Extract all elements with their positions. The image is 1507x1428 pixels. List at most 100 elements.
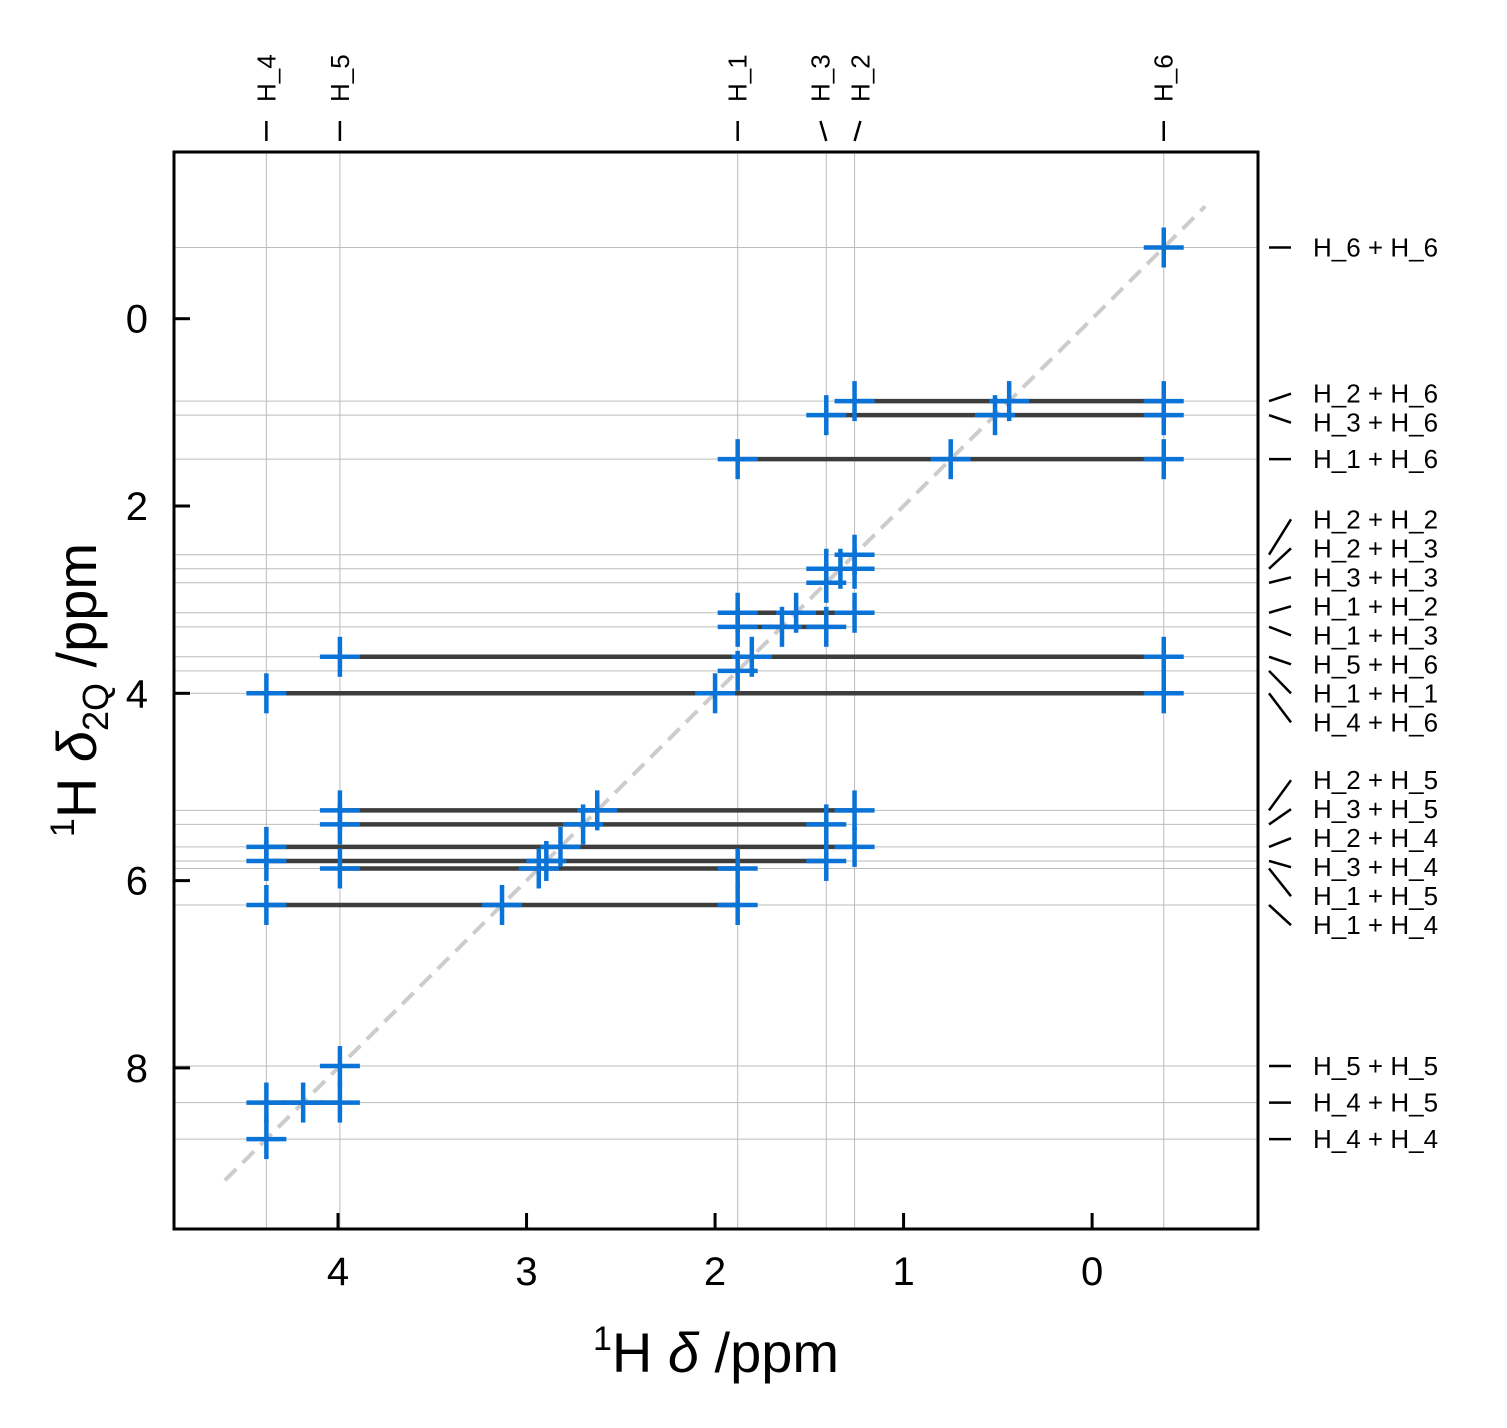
- marker-2-diag: [975, 395, 1016, 436]
- right-leader-9: [1268, 655, 1292, 666]
- marker-layer: [246, 227, 1184, 1160]
- marker-10-a: [717, 650, 758, 691]
- top-peak-label-h-3: H_3: [805, 54, 835, 102]
- marker-14-a: [834, 826, 875, 867]
- right-leader-7: [1268, 605, 1292, 614]
- marker-20-a: [246, 1119, 287, 1160]
- marker-13-b: [319, 804, 360, 845]
- right-pair-label-8: H_1 + H_3: [1313, 620, 1438, 650]
- right-leader-16: [1268, 867, 1292, 897]
- top-peak-label-h-1: H_1: [723, 54, 753, 102]
- top-leader-3: [819, 120, 828, 142]
- marker-11-b: [1143, 673, 1184, 714]
- y-axis-title-rest: /ppm: [45, 543, 108, 683]
- right-leader-2: [1268, 413, 1292, 424]
- marker-3-a: [717, 439, 758, 480]
- marker-16-a: [717, 848, 758, 889]
- marker-11-a: [246, 673, 287, 714]
- y-tick-label-3: 6: [126, 860, 148, 904]
- right-leader-14: [1268, 837, 1292, 849]
- right-pair-label-2: H_3 + H_6: [1313, 408, 1438, 438]
- right-leader-4: [1267, 518, 1293, 556]
- marker-3-b: [1143, 439, 1184, 480]
- right-leader-10: [1268, 669, 1292, 695]
- x-axis-title-main: H: [612, 1321, 668, 1384]
- y-axis-title: 1H δ2Q /ppm: [44, 543, 116, 837]
- marker-12-a: [834, 790, 875, 831]
- right-pair-label-11: H_4 + H_6: [1313, 707, 1438, 737]
- marker-17-a: [717, 884, 758, 925]
- right-pair-label-14: H_2 + H_4: [1313, 823, 1438, 853]
- top-peak-label-h-5: H_5: [325, 54, 355, 102]
- marker-17-diag: [482, 884, 523, 925]
- top-peak-label-layer: H_4 H_5 H_1 H_3 H_2 H_6: [251, 54, 1179, 142]
- y-axis-title-sub: 2Q: [75, 683, 116, 731]
- marker-19-a: [246, 1082, 287, 1123]
- right-pair-label-6: H_3 + H_3: [1313, 562, 1438, 592]
- marker-15-b: [246, 840, 287, 881]
- y-axis-title-sup: 1: [44, 818, 82, 837]
- marker-13-diag: [563, 804, 604, 845]
- right-pair-label-19: H_4 + H_5: [1313, 1088, 1438, 1118]
- x-axis-title-delta: δ: [668, 1321, 700, 1384]
- right-pair-label-5: H_2 + H_3: [1313, 533, 1438, 563]
- right-leader-15: [1268, 859, 1292, 869]
- marker-7-b: [834, 592, 875, 633]
- marker-19-b: [319, 1082, 360, 1123]
- tick-layer: 4 3 2 1 0 0 2 4 6 8: [126, 298, 1103, 1294]
- right-pair-label-17: H_1 + H_4: [1313, 910, 1438, 940]
- right-leader-12: [1267, 779, 1293, 812]
- right-pair-label-10: H_1 + H_1: [1313, 678, 1438, 708]
- marker-11-diag: [695, 673, 736, 714]
- marker-1-a: [834, 381, 875, 422]
- marker-8-b: [806, 606, 847, 647]
- marker-2-b: [1143, 395, 1184, 436]
- right-pair-label-7: H_1 + H_2: [1313, 591, 1438, 621]
- x-tick-label-4: 0: [1081, 1250, 1103, 1294]
- right-pair-label-layer: H_6 + H_6 H_2 + H_6H_3 + H_6 H_1 + H_6 H_2 …: [1267, 233, 1438, 1154]
- marker-2-a: [806, 395, 847, 436]
- y-tick-label-2: 4: [126, 672, 148, 716]
- right-pair-label-1: H_2 + H_6: [1313, 379, 1438, 409]
- x-tick-label-1: 3: [515, 1250, 537, 1294]
- y-tick-label-4: 8: [126, 1047, 148, 1091]
- marker-15-diag: [526, 840, 567, 881]
- x-tick-label-0: 4: [327, 1250, 349, 1294]
- marker-8-a: [717, 606, 758, 647]
- right-leader-17: [1268, 904, 1292, 927]
- right-pair-label-20: H_4 + H_4: [1313, 1124, 1438, 1154]
- right-pair-label-15: H_3 + H_4: [1313, 852, 1438, 882]
- y-tick-label-1: 2: [126, 485, 148, 529]
- marker-9-a: [319, 636, 360, 677]
- marker-19-diag: [283, 1082, 324, 1123]
- x-axis-title-sup: 1: [593, 1320, 612, 1358]
- y-tick-label-0: 0: [126, 298, 148, 342]
- x-axis-title: 1H δ /ppm: [593, 1320, 839, 1384]
- y-axis-title-main: H: [45, 762, 108, 818]
- right-leader-5: [1268, 547, 1292, 570]
- marker-18-a: [319, 1046, 360, 1087]
- right-leader-1: [1268, 392, 1292, 403]
- top-leader-4: [853, 120, 862, 142]
- marker-3-diag: [930, 439, 971, 480]
- marker-8-diag: [761, 606, 802, 647]
- top-peak-label-h-2: H_2: [845, 54, 875, 102]
- marker-9-b: [1143, 636, 1184, 677]
- marker-6-a: [806, 562, 847, 603]
- right-pair-label-13: H_3 + H_5: [1313, 794, 1438, 824]
- right-leader-6: [1268, 576, 1292, 585]
- right-leader-8: [1268, 625, 1292, 637]
- right-pair-label-0: H_6 + H_6: [1313, 233, 1438, 263]
- marker-13-a: [806, 804, 847, 845]
- x-tick-label-2: 2: [704, 1250, 726, 1294]
- marker-15-a: [806, 840, 847, 881]
- right-pair-label-3: H_1 + H_6: [1313, 444, 1438, 474]
- x-axis-title-rest: /ppm: [699, 1321, 839, 1384]
- top-peak-label-h-6: H_6: [1149, 54, 1179, 102]
- top-peak-label-h-4: H_4: [251, 54, 281, 102]
- right-leader-13: [1268, 808, 1292, 826]
- y-axis-title-delta: δ: [45, 730, 108, 762]
